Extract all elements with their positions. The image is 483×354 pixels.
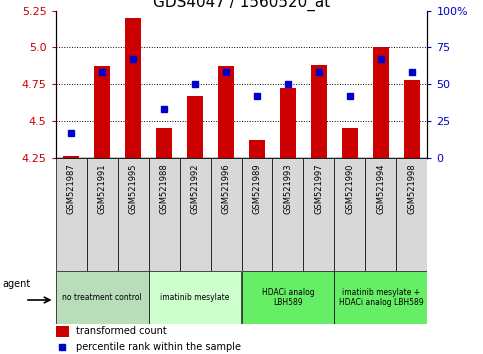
Text: GSM521991: GSM521991 — [98, 163, 107, 214]
Bar — [180, 158, 211, 271]
Bar — [242, 158, 272, 271]
Bar — [187, 96, 203, 158]
Text: transformed count: transformed count — [76, 326, 167, 336]
Text: GSM521995: GSM521995 — [128, 163, 138, 214]
Bar — [342, 128, 358, 158]
Bar — [334, 271, 427, 324]
Bar — [211, 158, 242, 271]
Bar — [373, 47, 389, 158]
Text: agent: agent — [3, 279, 31, 289]
Bar — [125, 18, 141, 158]
Bar — [280, 88, 296, 158]
Bar — [56, 326, 69, 337]
Bar — [117, 158, 149, 271]
Bar — [397, 158, 427, 271]
Bar — [334, 158, 366, 271]
Text: GSM521994: GSM521994 — [376, 163, 385, 214]
Bar — [272, 158, 303, 271]
Bar — [303, 158, 334, 271]
Bar — [242, 271, 334, 324]
Text: imatinib mesylate: imatinib mesylate — [160, 293, 230, 302]
Text: HDACi analog
LBH589: HDACi analog LBH589 — [262, 288, 314, 307]
Bar — [366, 158, 397, 271]
Bar — [156, 128, 172, 158]
Text: GSM521992: GSM521992 — [190, 163, 199, 214]
Text: GSM521998: GSM521998 — [408, 163, 416, 214]
Bar — [86, 158, 117, 271]
Text: GSM521996: GSM521996 — [222, 163, 230, 214]
Bar — [311, 65, 327, 158]
Bar — [218, 67, 234, 158]
Text: GSM521997: GSM521997 — [314, 163, 324, 214]
Text: GSM521990: GSM521990 — [345, 163, 355, 214]
Bar — [149, 158, 180, 271]
Bar — [149, 271, 242, 324]
Bar — [94, 67, 110, 158]
Bar — [249, 140, 265, 158]
Text: percentile rank within the sample: percentile rank within the sample — [76, 342, 241, 352]
Text: GSM521988: GSM521988 — [159, 163, 169, 214]
Text: imatinib mesylate +
HDACi analog LBH589: imatinib mesylate + HDACi analog LBH589 — [339, 288, 423, 307]
Title: GDS4047 / 1560520_at: GDS4047 / 1560520_at — [153, 0, 330, 11]
Text: GSM521987: GSM521987 — [67, 163, 75, 214]
Text: GSM521989: GSM521989 — [253, 163, 261, 214]
Bar — [56, 271, 149, 324]
Text: no treatment control: no treatment control — [62, 293, 142, 302]
Text: GSM521993: GSM521993 — [284, 163, 293, 214]
Bar — [404, 80, 420, 158]
Bar — [63, 156, 79, 158]
Bar — [56, 158, 86, 271]
